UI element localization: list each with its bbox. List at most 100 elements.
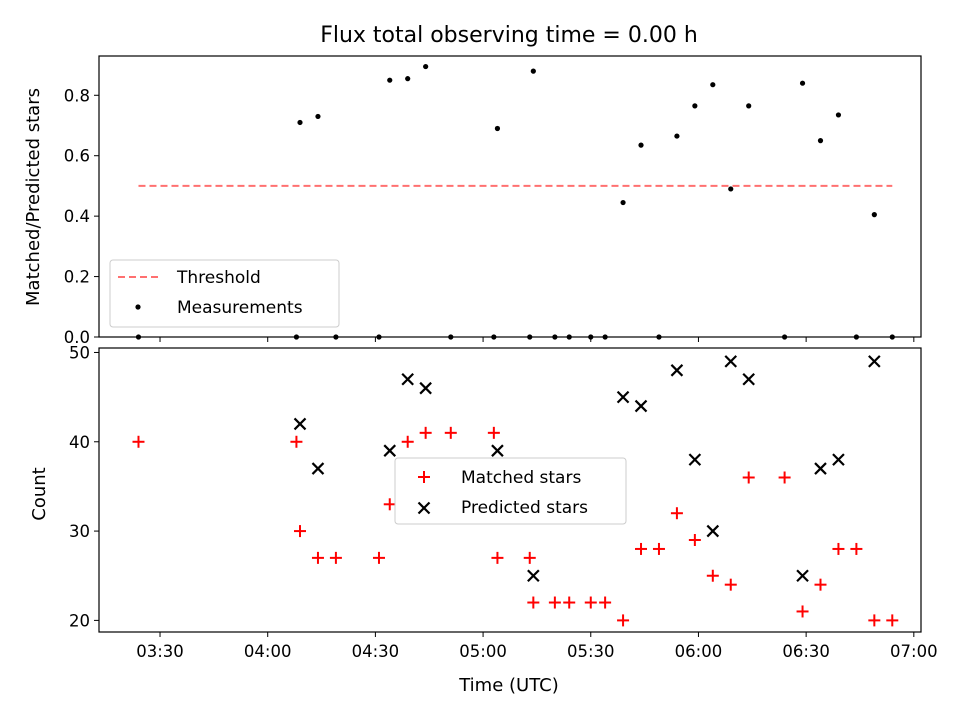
bottom-x-tick-label-3: 05:00 (459, 642, 507, 661)
matched-star-point-19 (635, 542, 648, 555)
predicted-star-point-3 (401, 372, 414, 386)
legend-measurements-swatch (135, 304, 141, 310)
legend-threshold-label: Threshold (176, 268, 261, 288)
predicted-star-point-1 (311, 462, 325, 475)
measurement-point-3 (315, 113, 321, 120)
top-y-tick-label-2: 0.4 (64, 207, 90, 226)
predicted-x-b (742, 372, 755, 386)
bottom-y-tick-label-1: 30 (69, 522, 90, 541)
matched-star-point-12 (523, 551, 536, 564)
top-y-axis-label: Matched/Predicted stars (23, 88, 44, 306)
matched-star-point-11 (491, 551, 504, 564)
legend-predicted-swatch (417, 501, 431, 515)
predicted-star-point-16 (832, 453, 845, 466)
predicted-x-b (832, 453, 845, 466)
bottom-x-tick-label-5: 06:00 (675, 642, 723, 661)
measurement-point-28 (817, 138, 824, 144)
matched-star-point-0 (132, 435, 145, 448)
matched-star-point-21 (670, 507, 683, 520)
matched-star-point-13 (527, 596, 540, 609)
matched-star-point-15 (563, 596, 576, 609)
matched-star-point-18 (617, 614, 630, 627)
bottom-axes-frame (98, 347, 922, 633)
bottom-y-axis-label: Count (29, 467, 50, 520)
bottom-x-tick-label-0: 03:30 (136, 642, 184, 661)
predicted-x-b (419, 381, 432, 395)
matched-star-point-28 (814, 578, 827, 591)
measurement-point-24 (728, 186, 734, 192)
matched-star-point-10 (487, 426, 500, 439)
predicted-x-b (706, 524, 720, 538)
top-y-tick-label-4: 0.8 (64, 86, 90, 105)
top-y-tick-label-3: 0.6 (64, 147, 90, 166)
bottom-x-tick-label-2: 04:30 (352, 642, 400, 661)
bottom-x-tick-label-1: 04:00 (244, 642, 292, 661)
measurement-point-2 (297, 119, 303, 126)
predicted-x-b (724, 355, 738, 368)
predicted-x-b (814, 462, 827, 475)
matched-star-point-31 (868, 614, 881, 627)
measurement-point-27 (799, 80, 806, 86)
legend-matched-swatch (418, 471, 430, 483)
matched-star-point-16 (584, 596, 597, 609)
predicted-star-point-2 (383, 444, 397, 457)
measurement-point-13 (530, 68, 536, 74)
legend-predicted-label: Predicted stars (461, 498, 588, 518)
predicted-x-b (688, 453, 702, 466)
predicted-x-b (491, 444, 504, 457)
measurement-point-18 (620, 199, 626, 206)
predicted-x-b (383, 444, 397, 457)
bottom-legend: Matched stars Predicted stars (394, 457, 627, 525)
matched-star-point-9 (444, 426, 457, 439)
matched-star-point-30 (850, 542, 863, 555)
matched-star-point-22 (688, 534, 701, 547)
predicted-x-b (401, 372, 414, 386)
matched-star-point-14 (548, 596, 561, 609)
bottom-y-tick-label-0: 20 (69, 611, 90, 630)
top-legend-box (109, 259, 340, 328)
bottom-y-tick-label-2: 40 (69, 433, 90, 452)
matched-star-point-29 (832, 542, 845, 555)
top-legend: Threshold Measurements (109, 259, 340, 328)
measurement-point-7 (405, 76, 411, 82)
matched-star-point-20 (652, 542, 665, 555)
measurement-point-6 (387, 77, 393, 83)
predicted-x-b (527, 569, 540, 583)
measurement-point-21 (674, 133, 680, 139)
matched-star-point-3 (311, 551, 324, 564)
bottom-y-tick-label-3: 50 (69, 343, 90, 362)
legend-measurements-label: Measurements (177, 298, 303, 318)
predicted-star-point-8 (634, 399, 648, 413)
predicted-x-b (670, 364, 684, 377)
predicted-star-point-6 (527, 569, 540, 583)
predicted-star-point-13 (742, 372, 755, 386)
predicted-star-point-4 (419, 381, 432, 395)
matched-star-point-24 (724, 578, 737, 591)
predicted-x-b (293, 417, 307, 431)
predicted-star-point-0 (293, 417, 307, 431)
x-axis-label: Time (UTC) (458, 675, 559, 696)
matched-star-point-32 (886, 614, 899, 627)
matched-star-point-27 (796, 605, 809, 618)
predicted-star-point-10 (688, 453, 702, 466)
measurement-point-22 (692, 103, 698, 109)
matched-star-point-23 (706, 569, 719, 582)
top-panel: 0.0 0.2 0.4 0.6 0.8 Threshold Measurements (64, 55, 922, 347)
matched-star-point-17 (599, 596, 612, 609)
predicted-x-b (868, 355, 881, 368)
predicted-x-b (634, 399, 648, 413)
measurement-point-31 (871, 212, 877, 218)
bottom-x-tick-label-4: 05:30 (567, 642, 615, 661)
predicted-x-b (796, 569, 809, 583)
measurement-point-11 (494, 125, 501, 132)
measurement-point-8 (423, 63, 429, 70)
top-axes-frame (98, 55, 922, 338)
bottom-x-tick-label-7: 07:00 (890, 642, 938, 661)
measurement-point-19 (638, 142, 644, 148)
matched-star-point-26 (778, 471, 791, 484)
matched-star-point-4 (329, 551, 342, 564)
measurement-point-29 (835, 112, 842, 118)
matched-star-point-7 (401, 435, 414, 448)
